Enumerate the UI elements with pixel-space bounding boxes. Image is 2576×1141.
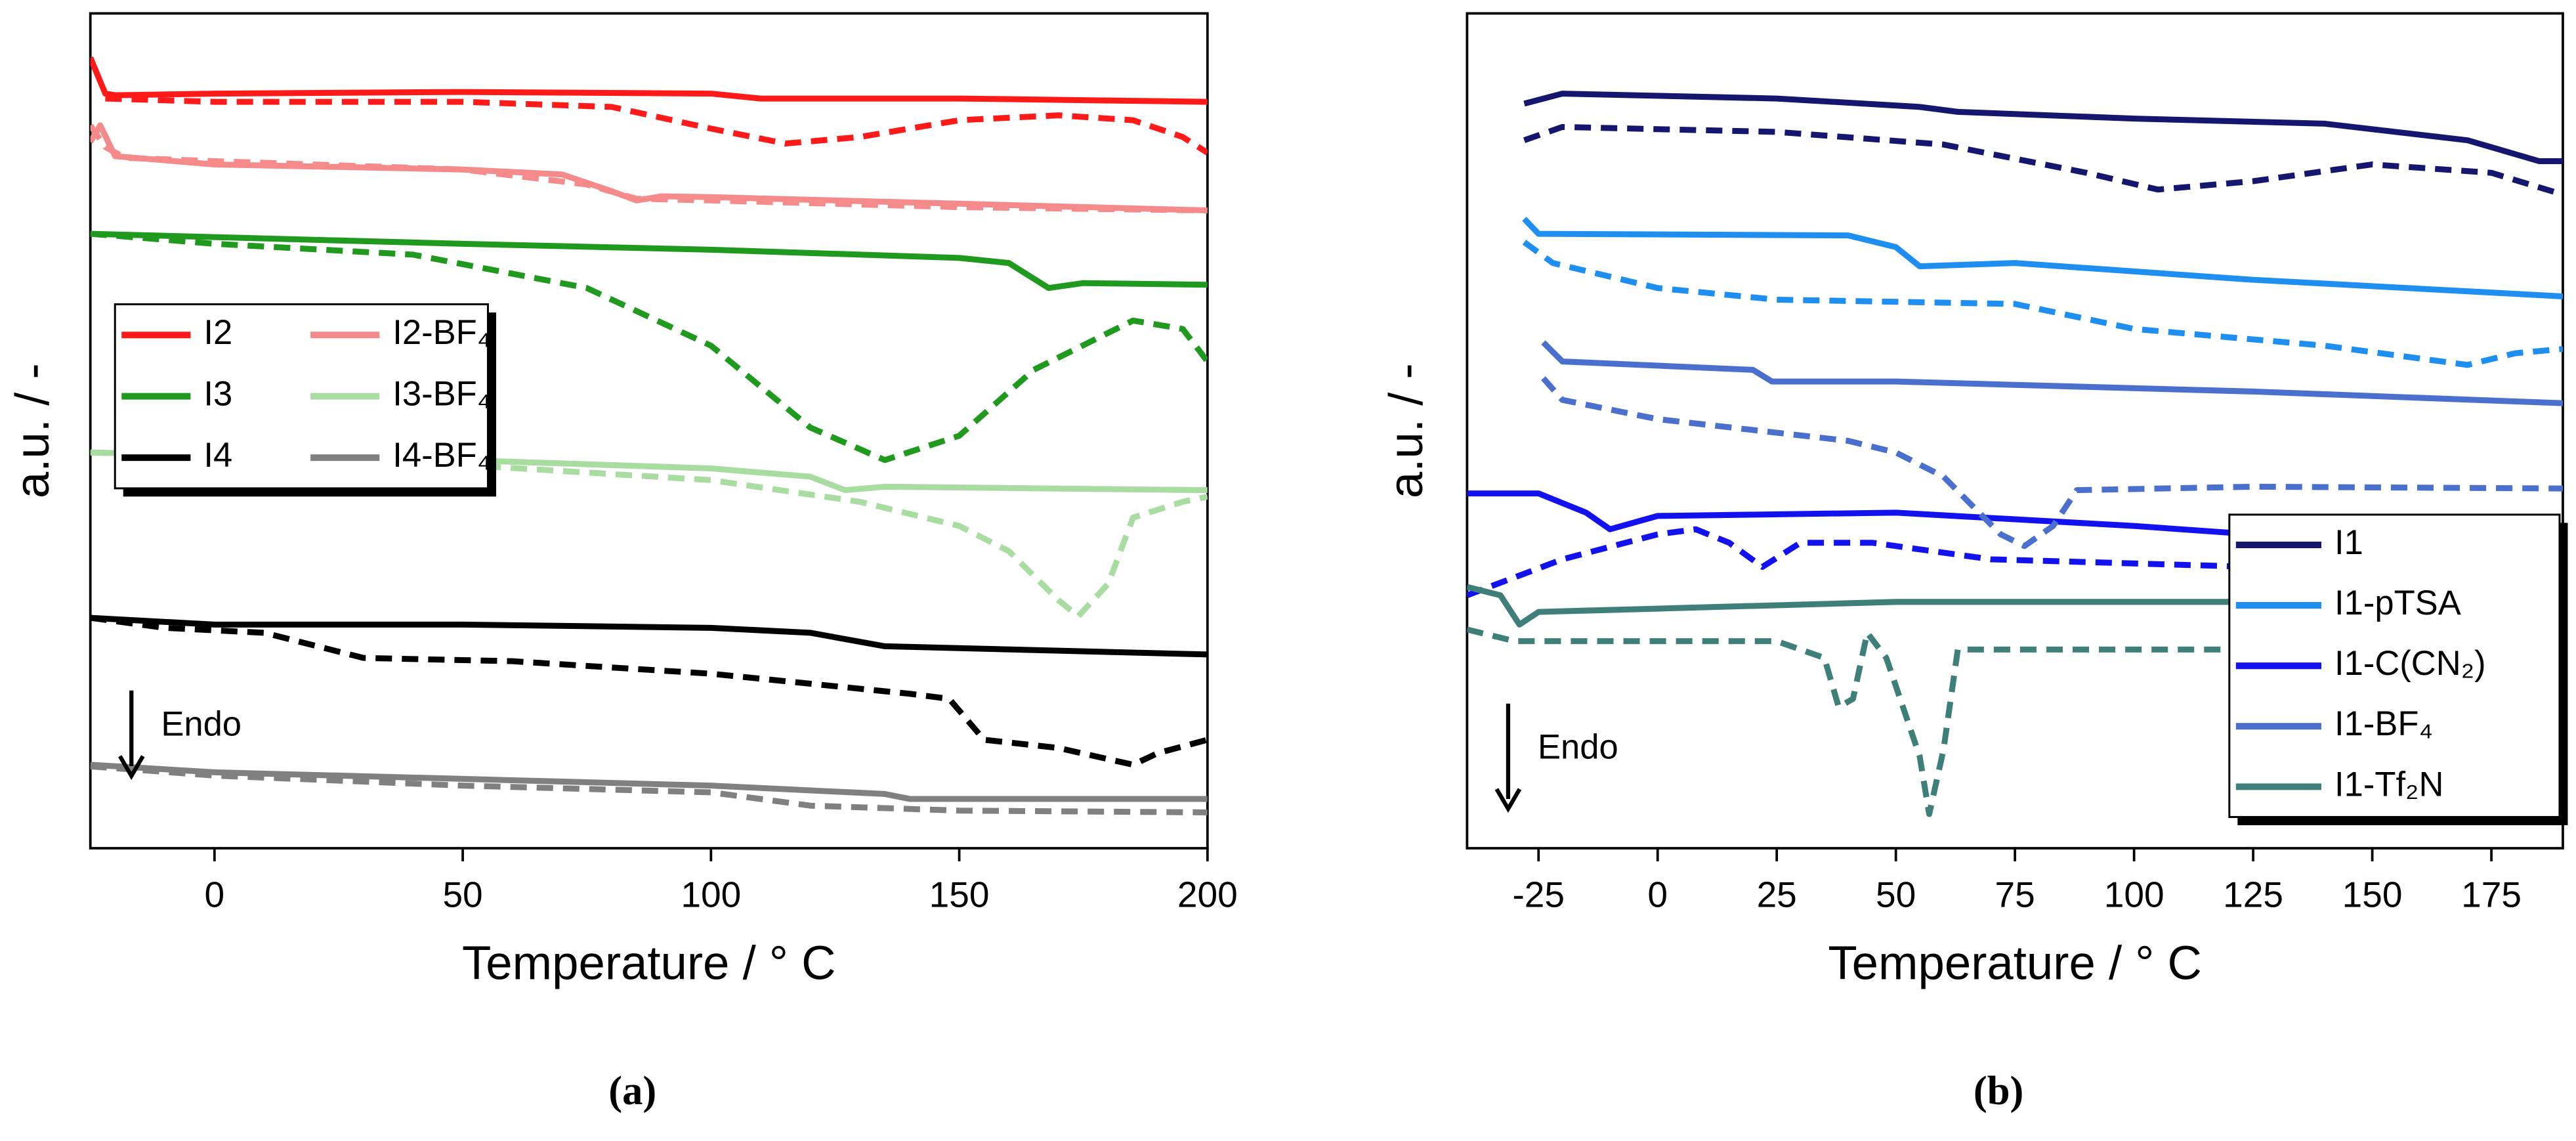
x-tick-label: 50 <box>1876 874 1916 915</box>
legend-label: I1-C(CN₂) <box>2334 644 2486 683</box>
dashed-line <box>1541 376 2563 549</box>
dashed-line <box>105 95 1208 156</box>
annotation: Endo <box>161 705 242 744</box>
endo-arrowhead <box>118 755 145 781</box>
x-tick-label: 75 <box>1995 874 2035 915</box>
x-tick-label: 200 <box>1177 874 1238 915</box>
legend-label: I4 <box>203 436 232 475</box>
legend-label: I2 <box>203 313 232 352</box>
legend-label: I1 <box>2334 523 2363 562</box>
caption: (b) <box>1974 1067 2023 1113</box>
legend-label: I3-BF₄ <box>392 375 491 414</box>
x-tick-label: 50 <box>442 874 482 915</box>
dashed-line <box>90 123 1208 214</box>
y-axis-label: a.u. / - <box>1380 363 1433 498</box>
endo-arrowhead <box>1494 788 1522 813</box>
x-tick-label: 125 <box>2223 874 2283 915</box>
solid-line <box>90 762 1208 802</box>
dashed-line <box>1522 240 2563 368</box>
legend-label: I1-Tf₂N <box>2334 765 2443 804</box>
caption: (a) <box>608 1067 656 1113</box>
annotation: Endo <box>1538 728 1618 767</box>
solid-line <box>1522 217 2563 299</box>
solid-line <box>90 122 1208 214</box>
x-tick-label: 150 <box>2342 874 2403 915</box>
x-tick-label: 175 <box>2461 874 2522 915</box>
dashed-line <box>90 449 1208 620</box>
x-tick-label: 25 <box>1757 874 1797 915</box>
dashed-line <box>1523 123 2563 198</box>
x-tick-label: 100 <box>2104 874 2164 915</box>
dashed-line <box>90 763 1208 815</box>
solid-line <box>90 614 1208 658</box>
x-tick-label: 0 <box>1647 874 1668 915</box>
x-axis-label: Temperature / ° C <box>1828 936 2202 989</box>
x-tick-label: 100 <box>681 874 741 915</box>
legend-label: I3 <box>203 375 232 414</box>
legend-label: I1-pTSA <box>2334 584 2461 622</box>
y-axis-label: a.u. / - <box>6 363 59 498</box>
legend-label: I4-BF₄ <box>392 436 491 475</box>
legend-label: I2-BF₄ <box>392 313 491 352</box>
dashed-line <box>1467 526 2563 599</box>
dashed-line <box>90 230 1208 463</box>
x-tick-label: 150 <box>929 874 990 915</box>
plot-frame <box>89 12 1209 850</box>
legend-label: I1-BF₄ <box>2334 704 2433 743</box>
solid-line <box>90 230 1208 291</box>
solid-line <box>1541 340 2563 406</box>
dashed-line <box>90 614 1208 768</box>
solid-line <box>1523 91 2563 164</box>
x-tick-label: 0 <box>204 874 224 915</box>
solid-line <box>1467 584 2563 628</box>
x-axis-label: Temperature / ° C <box>462 936 836 989</box>
x-tick-label: -25 <box>1512 874 1565 915</box>
solid-line <box>90 56 1208 105</box>
